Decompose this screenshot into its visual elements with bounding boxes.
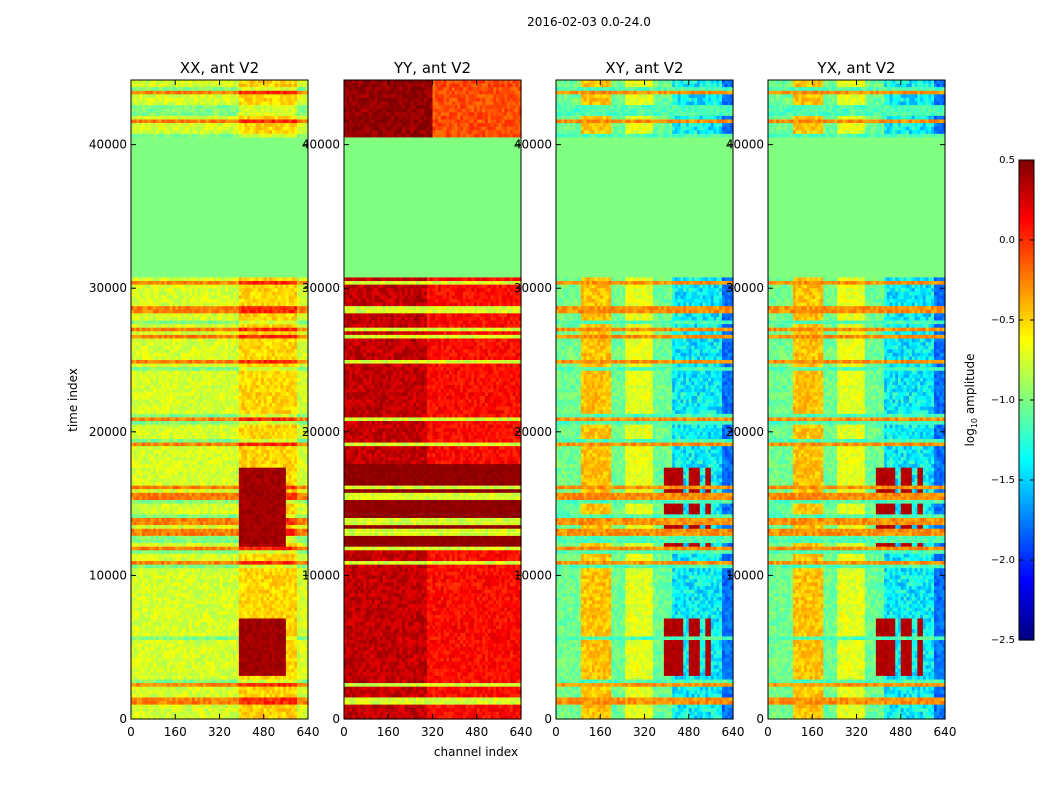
heatmap-cells <box>131 80 309 720</box>
panels: XX, ant V20 160 320 480 64001000020000300004… <box>89 59 957 739</box>
panel-xx: XX, ant V20 160 320 480 64001000020000300004… <box>89 59 320 739</box>
heatmap-cell <box>131 94 137 98</box>
figure: 2016-02-03 0.0-24.0 XX, ant V20 160 320 480… <box>0 0 1050 800</box>
heatmap-cell <box>145 102 151 106</box>
panel-title: XX, ant V2 <box>180 59 259 77</box>
figure-suptitle: 2016-02-03 0.0-24.0 <box>527 15 651 29</box>
heatmap-cell <box>283 105 289 109</box>
